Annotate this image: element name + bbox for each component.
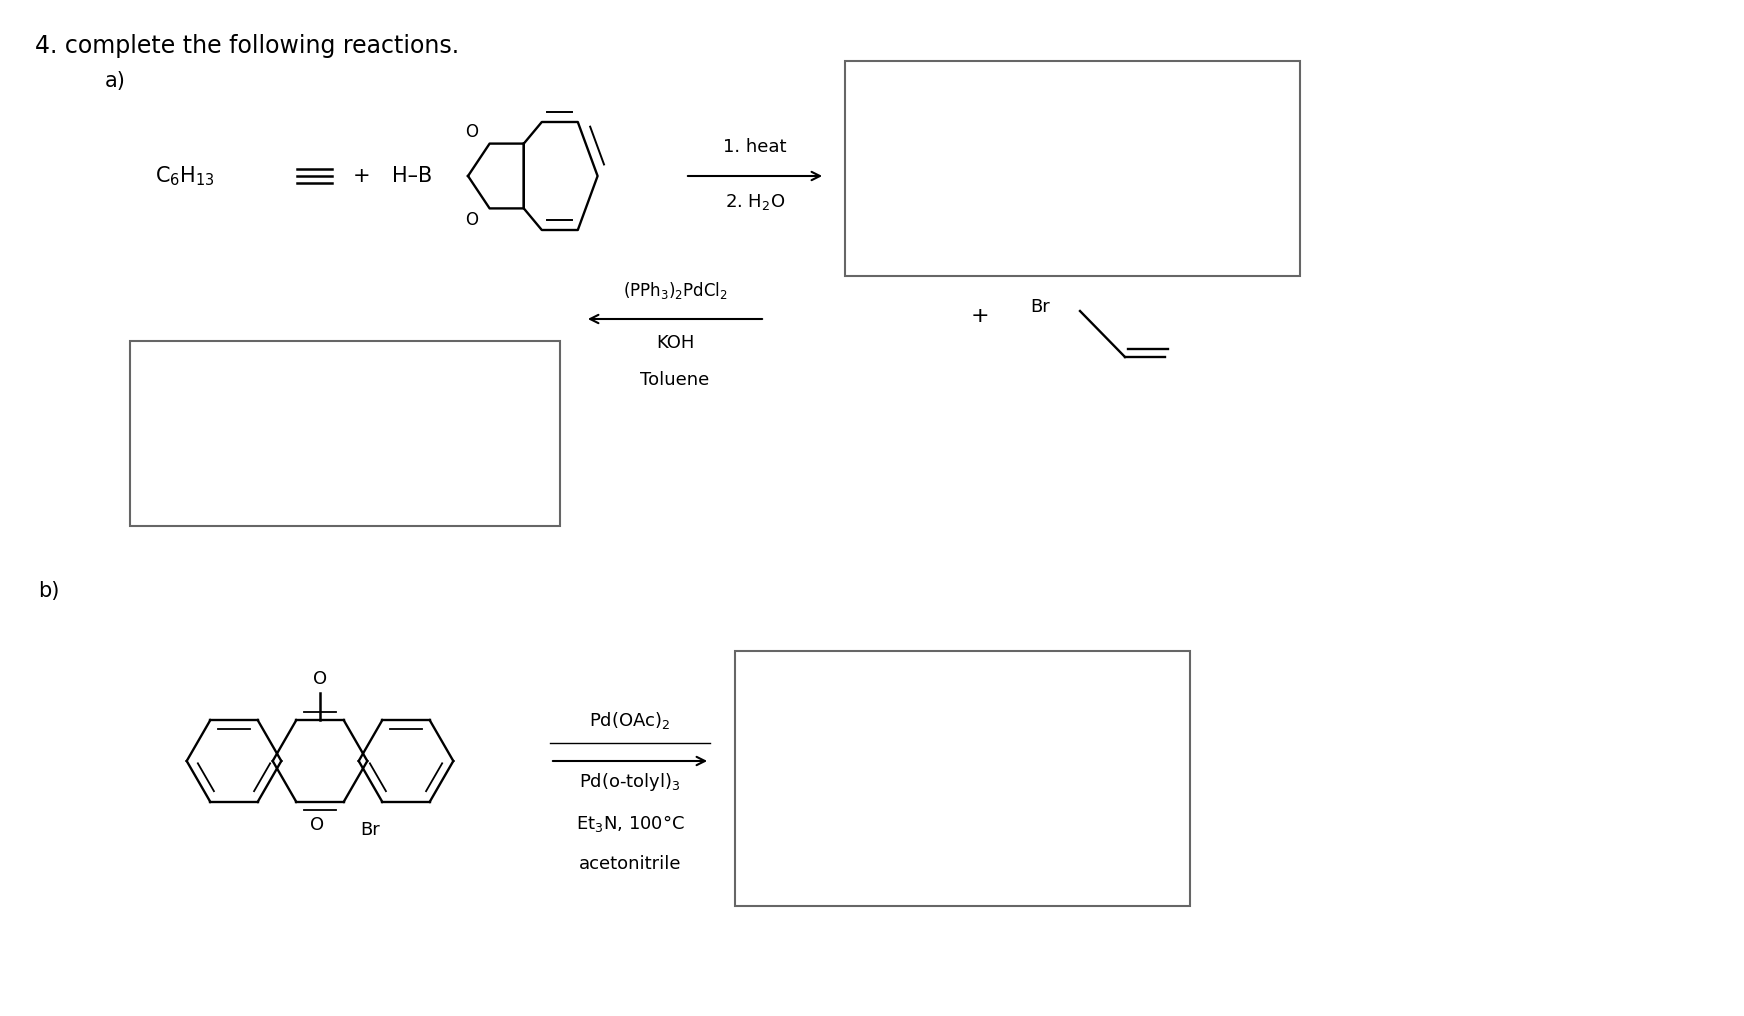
Text: (PPh$_3$)$_2$PdCl$_2$: (PPh$_3$)$_2$PdCl$_2$	[623, 280, 727, 301]
Text: Toluene: Toluene	[640, 371, 710, 389]
Text: H–B: H–B	[392, 166, 433, 186]
Text: O: O	[312, 670, 328, 688]
Bar	[846, 61, 1299, 276]
Bar	[131, 341, 560, 526]
Text: Et$_3$N, 100$\degree$C: Et$_3$N, 100$\degree$C	[576, 813, 684, 834]
Text: Pd(o-tolyl)$_3$: Pd(o-tolyl)$_3$	[579, 771, 680, 793]
Text: 4. complete the following reactions.: 4. complete the following reactions.	[35, 34, 459, 58]
Text: acetonitrile: acetonitrile	[579, 855, 682, 873]
Text: O: O	[466, 211, 478, 230]
Text: 1. heat: 1. heat	[724, 138, 787, 156]
Text: O: O	[466, 123, 478, 140]
Bar	[734, 651, 1189, 906]
Text: a): a)	[105, 71, 126, 91]
Text: KOH: KOH	[656, 334, 694, 352]
Text: +: +	[971, 306, 989, 326]
Text: +: +	[354, 166, 371, 186]
Text: Pd(OAc)$_2$: Pd(OAc)$_2$	[589, 710, 671, 731]
Text: b): b)	[38, 581, 59, 601]
Text: C$_6$H$_{13}$: C$_6$H$_{13}$	[155, 165, 215, 188]
Text: Br: Br	[1031, 298, 1050, 316]
Text: Br: Br	[361, 821, 380, 839]
Text: O: O	[310, 816, 324, 834]
Text: 2. H$_2$O: 2. H$_2$O	[726, 192, 785, 212]
